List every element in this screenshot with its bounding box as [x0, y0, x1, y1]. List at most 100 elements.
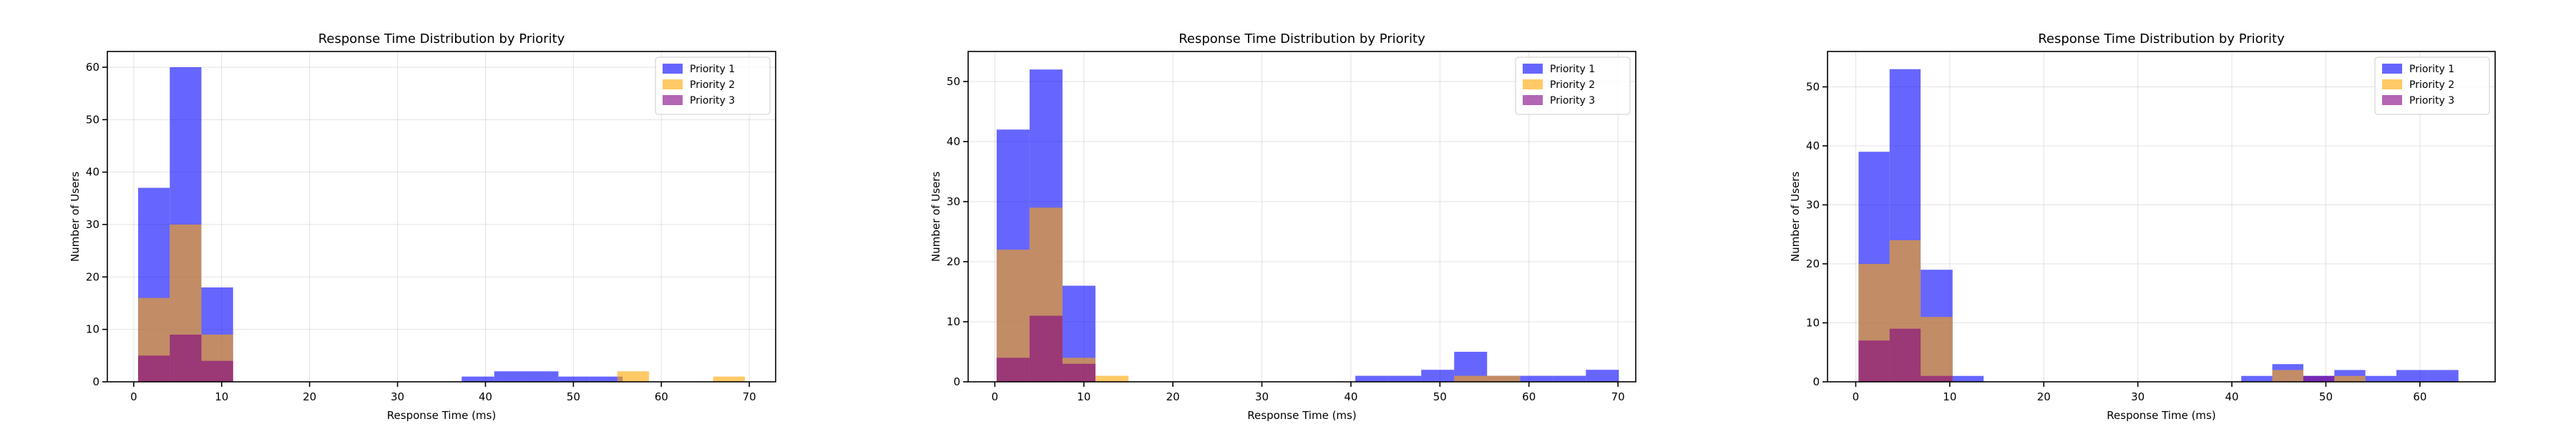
x-tick-label: 40 [2225, 390, 2239, 403]
y-axis-label: Number of Users [930, 172, 942, 262]
y-tick-label: 60 [86, 61, 99, 74]
chart-title: Response Time Distribution by Priority [318, 31, 565, 46]
legend-box [2374, 56, 2490, 115]
histogram-bar [1355, 375, 1389, 382]
histogram-bar [2334, 375, 2366, 382]
histogram-bar [1062, 363, 1096, 382]
x-axis-label: Response Time (ms) [2107, 409, 2215, 422]
histogram-bar [1921, 317, 1953, 382]
chart-panel-3: 0 10 20 30 40 50 60 0 10 20 30 40 50 Response Time Di… [1789, 31, 2496, 422]
y-tick-label: 50 [1806, 81, 1820, 94]
histogram-bar [2303, 375, 2335, 382]
x-tick-label: 60 [2413, 390, 2426, 403]
legend-swatch [663, 79, 683, 89]
y-tick-label: 40 [1806, 139, 1820, 152]
x-tick-label: 30 [391, 390, 404, 403]
y-tick-label: 30 [1806, 199, 1820, 212]
x-tick-label: 10 [215, 390, 228, 403]
legend-swatch [2382, 79, 2402, 89]
x-tick-label: 40 [479, 390, 492, 403]
x-tick-label: 50 [567, 390, 580, 403]
legend-swatch [663, 64, 683, 74]
y-tick-label: 40 [86, 166, 99, 179]
histogram-bar [1889, 328, 1921, 382]
y-tick-label: 50 [86, 113, 99, 126]
y-tick-label: 10 [86, 323, 99, 336]
histogram-bar [2396, 370, 2428, 382]
chart-title: Response Time Distribution by Priority [2038, 31, 2285, 46]
x-axis-label: Response Time (ms) [387, 409, 496, 422]
x-tick-label: 70 [1611, 390, 1625, 403]
legend-swatch [1523, 95, 1543, 105]
histogram-bar [2241, 375, 2273, 382]
histogram-bar [1487, 375, 1521, 382]
x-tick-label: 0 [130, 390, 137, 403]
legend: Priority 1 Priority 2 Priority 3 [2374, 56, 2490, 115]
y-tick-label: 0 [92, 375, 99, 388]
axes-frame [1827, 51, 2496, 383]
legend-swatch [663, 95, 683, 105]
legend-swatch [2382, 95, 2402, 105]
histogram-bar [713, 376, 745, 382]
legend-label: Priority 3 [1550, 95, 1595, 107]
legend-label: Priority 2 [690, 79, 735, 91]
histogram-bar [138, 355, 170, 382]
axes-frame [107, 51, 776, 383]
legend-box [1515, 56, 1631, 115]
histogram-bar [1029, 315, 1063, 382]
legend-label: Priority 3 [2409, 95, 2454, 107]
histogram-bar [1520, 375, 1553, 382]
histogram-bar [996, 358, 1030, 382]
x-tick-label: 60 [655, 390, 668, 403]
legend-swatch [1523, 64, 1543, 74]
x-tick-label: 0 [1853, 390, 1860, 403]
histogram-bar [1388, 375, 1422, 382]
x-tick-label: 10 [1943, 390, 1956, 403]
y-tick-label: 30 [947, 195, 960, 208]
histogram-bar [494, 371, 526, 382]
x-tick-label: 50 [1433, 390, 1447, 403]
histogram-bar [1858, 340, 1890, 382]
histogram-bar [170, 335, 202, 382]
x-tick-label: 40 [1344, 390, 1357, 403]
histogram-bar [2427, 370, 2459, 382]
y-tick-label: 30 [86, 218, 99, 231]
histogram-bar [1095, 375, 1128, 382]
histogram-bar [617, 371, 650, 382]
histogram-bar [590, 376, 623, 382]
x-tick-label: 60 [1522, 390, 1536, 403]
y-tick-label: 10 [947, 315, 960, 328]
x-tick-label: 10 [1077, 390, 1091, 403]
y-axis-label: Number of Users [1789, 172, 1802, 262]
y-tick-label: 20 [1806, 257, 1820, 270]
y-tick-label: 10 [1806, 317, 1820, 330]
y-tick-label: 0 [1813, 375, 1820, 388]
legend-label: Priority 1 [1550, 64, 1595, 75]
histogram-bar [2272, 370, 2303, 382]
x-tick-label: 30 [1255, 390, 1269, 403]
chart-title: Response Time Distribution by Priority [1179, 31, 1425, 46]
x-tick-label: 20 [1166, 390, 1180, 403]
histogram-bar [1586, 370, 1619, 382]
histogram-bar [1952, 375, 1984, 382]
y-axis-label: Number of Users [69, 172, 82, 262]
y-tick-label: 20 [86, 270, 99, 283]
legend-swatch [1523, 79, 1543, 89]
x-tick-label: 30 [2131, 390, 2145, 403]
histogram-bar [1553, 375, 1586, 382]
histogram-bar [2365, 375, 2397, 382]
x-tick-label: 20 [2037, 390, 2051, 403]
chart-panel-2: 0 10 20 30 40 50 60 70 0 10 20 30 40 50 Response Time … [930, 31, 1636, 422]
axes-frame [967, 51, 1636, 383]
legend: Priority 1 Priority 2 Priority 3 [655, 56, 771, 115]
histogram-bar [1921, 375, 1953, 382]
histogram-bar [201, 360, 233, 382]
legend-swatch [2382, 64, 2402, 74]
histogram-bar [462, 376, 494, 382]
x-tick-label: 20 [303, 390, 316, 403]
legend: Priority 1 Priority 2 Priority 3 [1515, 56, 1631, 115]
x-tick-label: 50 [2319, 390, 2333, 403]
chart-panel-1: 0 10 20 30 40 50 60 70 0 10 20 30 40 50 60 Response Tim… [69, 31, 776, 422]
x-tick-label: 70 [743, 390, 756, 403]
y-tick-label: 40 [947, 135, 960, 148]
